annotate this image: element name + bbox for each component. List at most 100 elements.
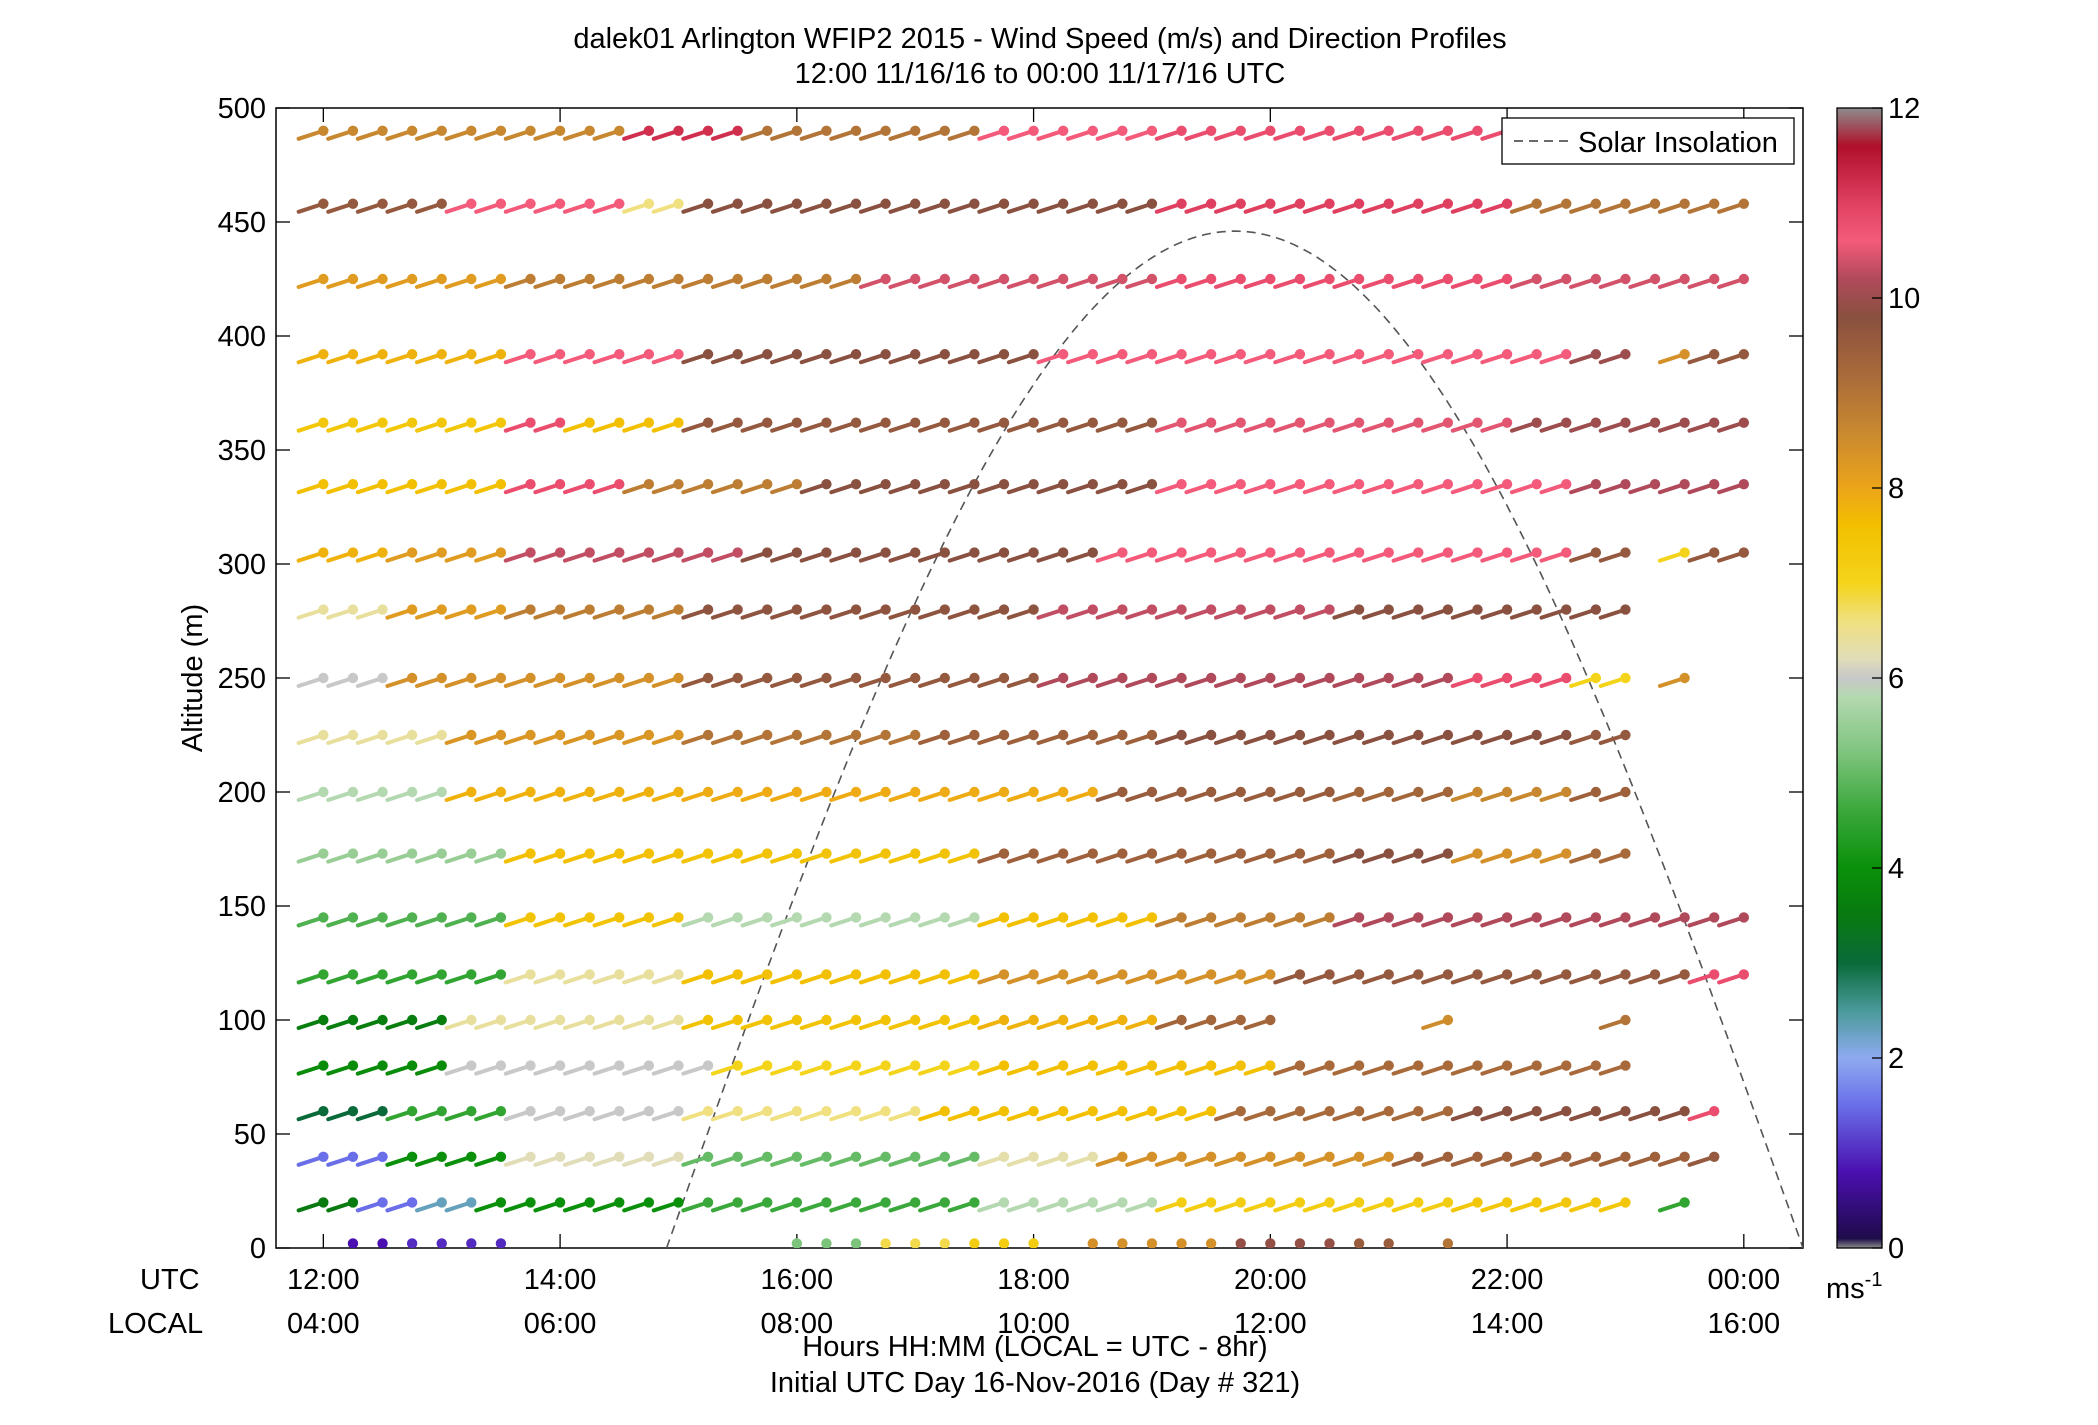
wind-barb-point: [347, 1060, 359, 1071]
wind-barb-point: [406, 1151, 418, 1163]
wind-barb-point: [1028, 417, 1039, 428]
wind-barb-point: [554, 969, 566, 980]
wind-barb-point: [1146, 672, 1158, 684]
wind-barb-point: [821, 273, 832, 285]
wind-barb-point: [821, 848, 832, 859]
wind-barb-point: [1413, 848, 1424, 859]
wind-barb-point: [1176, 969, 1187, 980]
wind-barb-point: [1205, 479, 1217, 490]
wind-barb-point: [1146, 848, 1158, 859]
wind-barb-point: [614, 729, 625, 741]
wind-barb-point: [1383, 479, 1394, 490]
wind-barb-point: [1413, 672, 1424, 684]
wind-barb-point: [880, 1060, 891, 1071]
wind-barb-point: [1472, 1197, 1483, 1208]
wind-barb-point: [821, 1106, 832, 1117]
wind-barb-point: [1442, 125, 1454, 136]
wind-barb-point: [1028, 1151, 1039, 1163]
wind-barb-point: [1531, 672, 1542, 684]
wind-barb-point: [1472, 547, 1483, 558]
wind-barb-point: [762, 547, 773, 558]
wind-barb-point: [762, 1014, 773, 1026]
wind-barb-point: [1205, 1238, 1217, 1248]
wind-barb-point: [1620, 198, 1631, 209]
wind-barb-point: [1324, 1197, 1335, 1208]
wind-barb-point: [1057, 417, 1069, 428]
wind-barb-point: [584, 1060, 595, 1071]
x-tick-label-local: 08:00: [761, 1308, 834, 1340]
wind-barb-point: [969, 349, 980, 360]
wind-barb-point: [614, 547, 625, 558]
wind-barb-point: [850, 479, 862, 490]
wind-barb-point: [821, 729, 832, 741]
wind-barb-point: [1620, 672, 1631, 684]
wind-barb-point: [1738, 198, 1750, 209]
y-tick-label: 50: [234, 1119, 266, 1151]
wind-barb-point: [1235, 273, 1246, 285]
legend-label-insolation: Solar Insolation: [1578, 127, 1778, 159]
wind-barb-point: [1176, 848, 1187, 859]
wind-barb-point: [1383, 786, 1394, 798]
x-tick-label-local: 04:00: [287, 1308, 360, 1340]
wind-barb-point: [762, 349, 773, 360]
wind-barb-point: [495, 1197, 507, 1208]
wind-barb-point: [1117, 969, 1128, 980]
wind-barb-point: [377, 848, 388, 859]
utc-row-label: UTC: [140, 1264, 200, 1296]
wind-barb-point: [1738, 349, 1750, 360]
wind-barb-point: [1176, 1060, 1187, 1071]
colorbar-tick-label: 8: [1888, 473, 1904, 505]
wind-barb-point: [910, 969, 921, 980]
wind-barb-point: [910, 1060, 921, 1071]
wind-barb-point: [1501, 273, 1513, 285]
wind-barb-point: [969, 969, 980, 980]
wind-barb-point: [1324, 786, 1335, 798]
wind-barb-point: [1501, 786, 1513, 798]
wind-barb-point: [406, 479, 418, 490]
wind-barb-point: [584, 198, 595, 209]
wind-barb-point: [910, 417, 921, 428]
wind-barb-point: [1709, 969, 1720, 980]
wind-barb-point: [1413, 1106, 1424, 1117]
wind-barb-point: [880, 786, 891, 798]
wind-barb-point: [1205, 349, 1217, 360]
wind-barb-point: [406, 125, 418, 136]
wind-barb-point: [347, 729, 359, 741]
wind-barb-point: [554, 417, 566, 428]
wind-barb-point: [643, 729, 655, 741]
wind-barb-point: [1294, 786, 1306, 798]
wind-barb-point: [910, 848, 921, 859]
x-axis-sublabel: Initial UTC Day 16-Nov-2016 (Day # 321): [770, 1367, 1300, 1399]
wind-barb-point: [347, 604, 359, 615]
wind-barb-point: [1590, 273, 1602, 285]
wind-barb-point: [939, 604, 951, 615]
wind-barb-point: [1117, 198, 1128, 209]
wind-barb-point: [673, 1197, 684, 1208]
wind-barb-point: [910, 547, 921, 558]
wind-barb-point: [998, 1151, 1010, 1163]
wind-barb-point: [791, 912, 803, 923]
wind-barb-point: [702, 729, 714, 741]
wind-barb-point: [1028, 1014, 1039, 1026]
wind-barb-point: [762, 479, 773, 490]
wind-barb-point: [1590, 729, 1602, 741]
wind-barb-point: [436, 848, 447, 859]
wind-barb-point: [1235, 604, 1246, 615]
wind-barb-point: [1620, 1197, 1631, 1208]
wind-barb-point: [880, 125, 891, 136]
wind-barb-point: [1235, 672, 1246, 684]
wind-barb-point: [1413, 1151, 1424, 1163]
wind-barb-point: [762, 1151, 773, 1163]
wind-barb-point: [1442, 198, 1454, 209]
wind-barb-point: [1501, 729, 1513, 741]
wind-barb-point: [850, 125, 862, 136]
wind-barb-point: [791, 417, 803, 428]
wind-barb-point: [1501, 479, 1513, 490]
wind-barb-point: [1324, 547, 1335, 558]
wind-barb-point: [969, 1151, 980, 1163]
wind-barb-point: [347, 547, 359, 558]
wind-barb-point: [347, 479, 359, 490]
wind-barb-point: [1028, 729, 1039, 741]
wind-barb-point: [1353, 417, 1365, 428]
wind-barb-point: [1709, 1151, 1720, 1163]
